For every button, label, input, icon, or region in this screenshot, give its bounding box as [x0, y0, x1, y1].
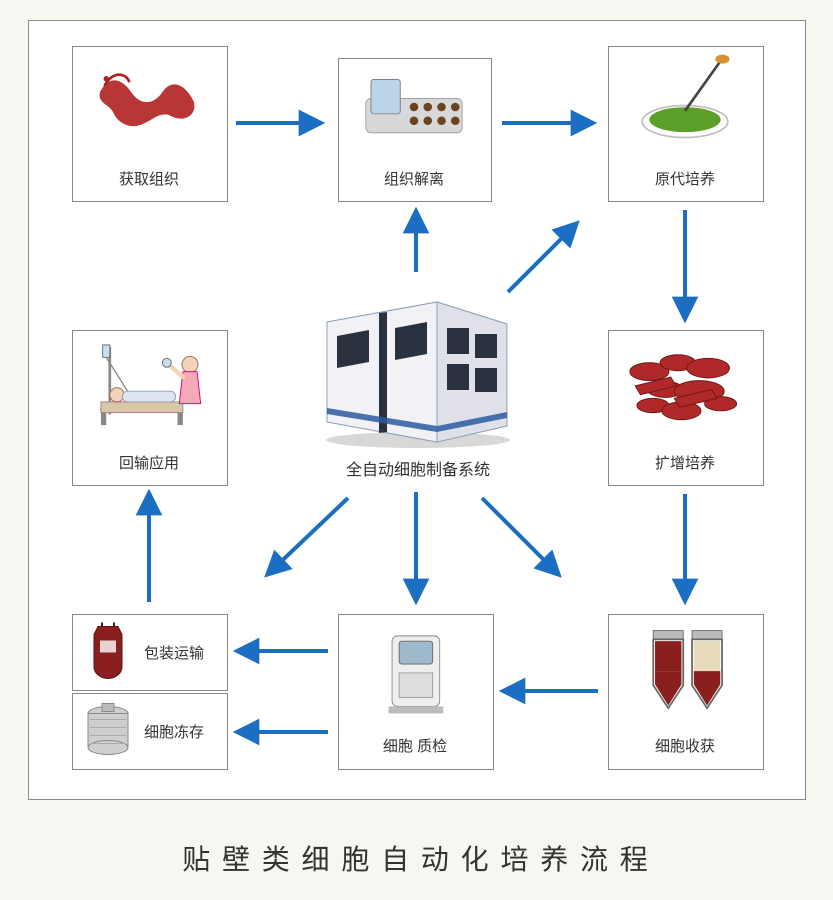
diagram-canvas: 全自动细胞制备系统 获取组织 组织解离 原代培养 扩增培养 细胞收获 细胞 质检… — [0, 0, 833, 900]
label-cell-harvest: 细胞收获 — [608, 735, 762, 756]
label-tissue-dissociation: 组织解离 — [338, 168, 490, 189]
label-expansion-culture: 扩增培养 — [608, 452, 762, 473]
cell-qc-icon — [344, 620, 486, 717]
dissociation-icon — [344, 64, 484, 150]
label-cell-qc: 细胞 质检 — [338, 735, 492, 756]
expansion-culture-icon — [614, 336, 756, 434]
packaging-icon — [78, 620, 138, 683]
center-machine — [307, 282, 529, 450]
center-label: 全自动细胞制备系统 — [307, 456, 529, 478]
cryopreservation-icon — [78, 699, 138, 762]
label-packaging-transport: 包装运输 — [144, 642, 222, 663]
label-reinfusion: 回输应用 — [72, 452, 226, 473]
primary-culture-icon — [614, 52, 756, 150]
machine-icon — [307, 282, 529, 450]
cell-harvest-icon — [614, 620, 756, 717]
reinfusion-icon — [78, 336, 220, 434]
label-tissue-acquisition: 获取组织 — [72, 168, 226, 189]
label-primary-culture: 原代培养 — [608, 168, 762, 189]
diagram-title: 贴 壁 类 细 胞 自 动 化 培 养 流 程 — [90, 838, 742, 878]
tissue-icon — [78, 52, 220, 150]
label-cell-cryopreservation: 细胞冻存 — [144, 721, 222, 742]
